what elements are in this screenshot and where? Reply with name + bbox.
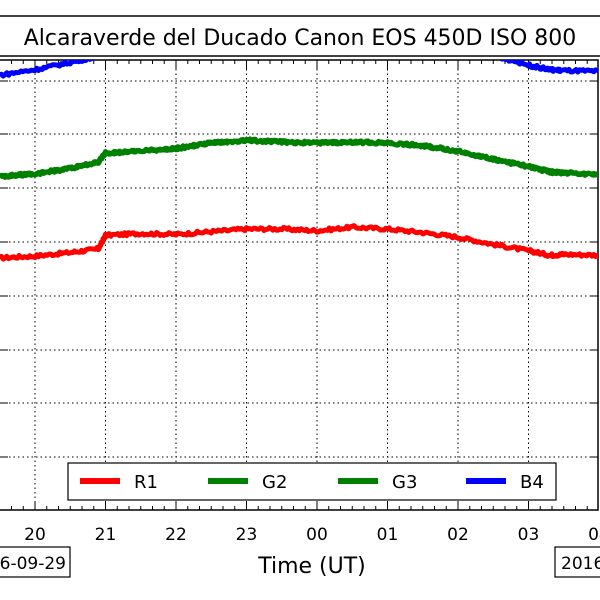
x-ticks: 20 21 22 23 00 01 02 03 04 [11,60,600,545]
x-tick-label: 03 [518,525,540,545]
legend-label-b4: B4 [520,472,544,493]
plot-frame [0,59,599,511]
legend-label-g2: G2 [262,472,287,493]
date-left: 2016-09-29 [0,554,66,574]
series-line-b4 [0,60,598,79]
title-box [0,15,600,57]
date-right: 2016-09-30 [561,554,600,574]
x-tick-label: 04 [588,525,600,545]
x-tick-label: 23 [236,525,258,545]
x-tick-label: 22 [165,525,187,545]
legend-label-g3: G3 [392,472,417,493]
x-tick-label: 20 [24,525,46,545]
series-line-g3 [0,136,598,180]
series-lines [0,60,598,262]
legend: R1 G2 G3 B4 [67,462,557,501]
x-tick-label: 00 [306,525,328,545]
date-right-box [554,546,600,578]
x-tick-label: 01 [377,525,399,545]
x-axis-label: Time (UT) [257,554,366,579]
x-tick-label: 02 [447,525,469,545]
date-left-box [0,546,71,578]
legend-label-r1: R1 [134,472,158,493]
chart-title: Alcaraverde del Ducado Canon EOS 450D IS… [24,26,577,51]
x-tick-label: 21 [95,525,117,545]
series-line-r1 [0,223,598,262]
